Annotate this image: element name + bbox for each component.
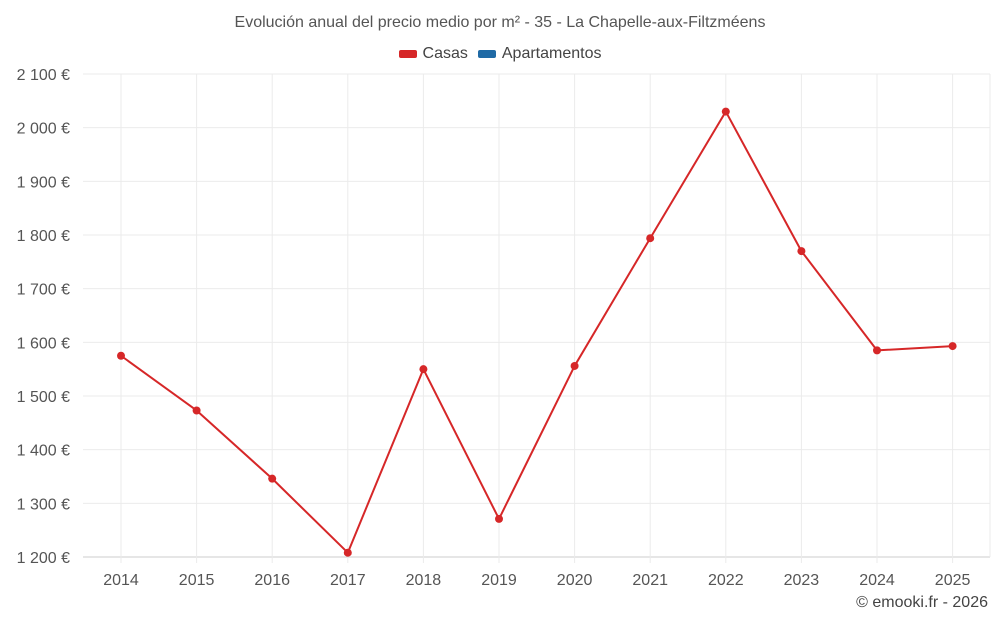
legend-swatch-casas xyxy=(398,50,417,58)
series-line-casas xyxy=(120,110,953,554)
data-point xyxy=(192,406,201,415)
y-tick-label: 2 100 € xyxy=(17,67,70,84)
x-tick-label: 2017 xyxy=(330,572,366,589)
y-tick-label: 1 800 € xyxy=(17,228,70,245)
y-tick-label: 1 300 € xyxy=(17,496,70,513)
legend: Casas Apartamentos xyxy=(0,45,1000,63)
data-point xyxy=(117,351,125,360)
data-point xyxy=(948,342,957,351)
x-tick-label: 2015 xyxy=(179,572,215,589)
x-tick-label: 2022 xyxy=(708,572,744,589)
y-tick-label: 1 700 € xyxy=(17,282,70,299)
y-tick-label: 1 500 € xyxy=(17,389,70,406)
chart-title: Evolución anual del precio medio por m² … xyxy=(234,14,766,31)
y-tick-label: 2 000 € xyxy=(17,121,70,138)
grid xyxy=(83,73,991,563)
x-tick-label: 2018 xyxy=(406,572,442,589)
x-tick-label: 2019 xyxy=(481,572,517,589)
x-tick-label: 2024 xyxy=(859,572,895,589)
legend-label-casas: Casas xyxy=(422,45,468,62)
x-tick-label: 2025 xyxy=(935,572,971,589)
data-point xyxy=(495,514,503,523)
y-tick-label: 1 400 € xyxy=(17,443,70,460)
x-tick-label: 2023 xyxy=(784,572,820,589)
data-point xyxy=(570,361,579,370)
data-point xyxy=(419,365,428,374)
y-tick-label: 1 600 € xyxy=(17,335,70,352)
axes: 1 200 € 1 300 € 1 400 € 1 500 € 1 600 € 1 700… xyxy=(17,67,971,589)
legend-item-apartamentos[interactable]: Apartamentos xyxy=(477,45,602,63)
x-tick-label: 2020 xyxy=(557,572,593,589)
data-point xyxy=(873,346,881,355)
y-tick-label: 1 900 € xyxy=(17,174,70,191)
data-point xyxy=(797,247,806,256)
legend-label-apartamentos: Apartamentos xyxy=(501,45,602,62)
y-tick-label: 1 200 € xyxy=(17,550,70,567)
x-tick-label: 2016 xyxy=(254,572,290,589)
data-point xyxy=(343,548,352,557)
credit-text: © emooki.fr - 2026 xyxy=(856,594,988,611)
x-tick-label: 2021 xyxy=(632,572,668,589)
x-tick-label: 2014 xyxy=(103,572,139,589)
legend-item-casas[interactable]: Casas xyxy=(398,45,468,63)
data-point xyxy=(268,474,277,483)
legend-swatch-apartamentos xyxy=(477,50,496,58)
data-point xyxy=(721,107,730,116)
data-point xyxy=(646,234,655,243)
series xyxy=(117,107,957,557)
